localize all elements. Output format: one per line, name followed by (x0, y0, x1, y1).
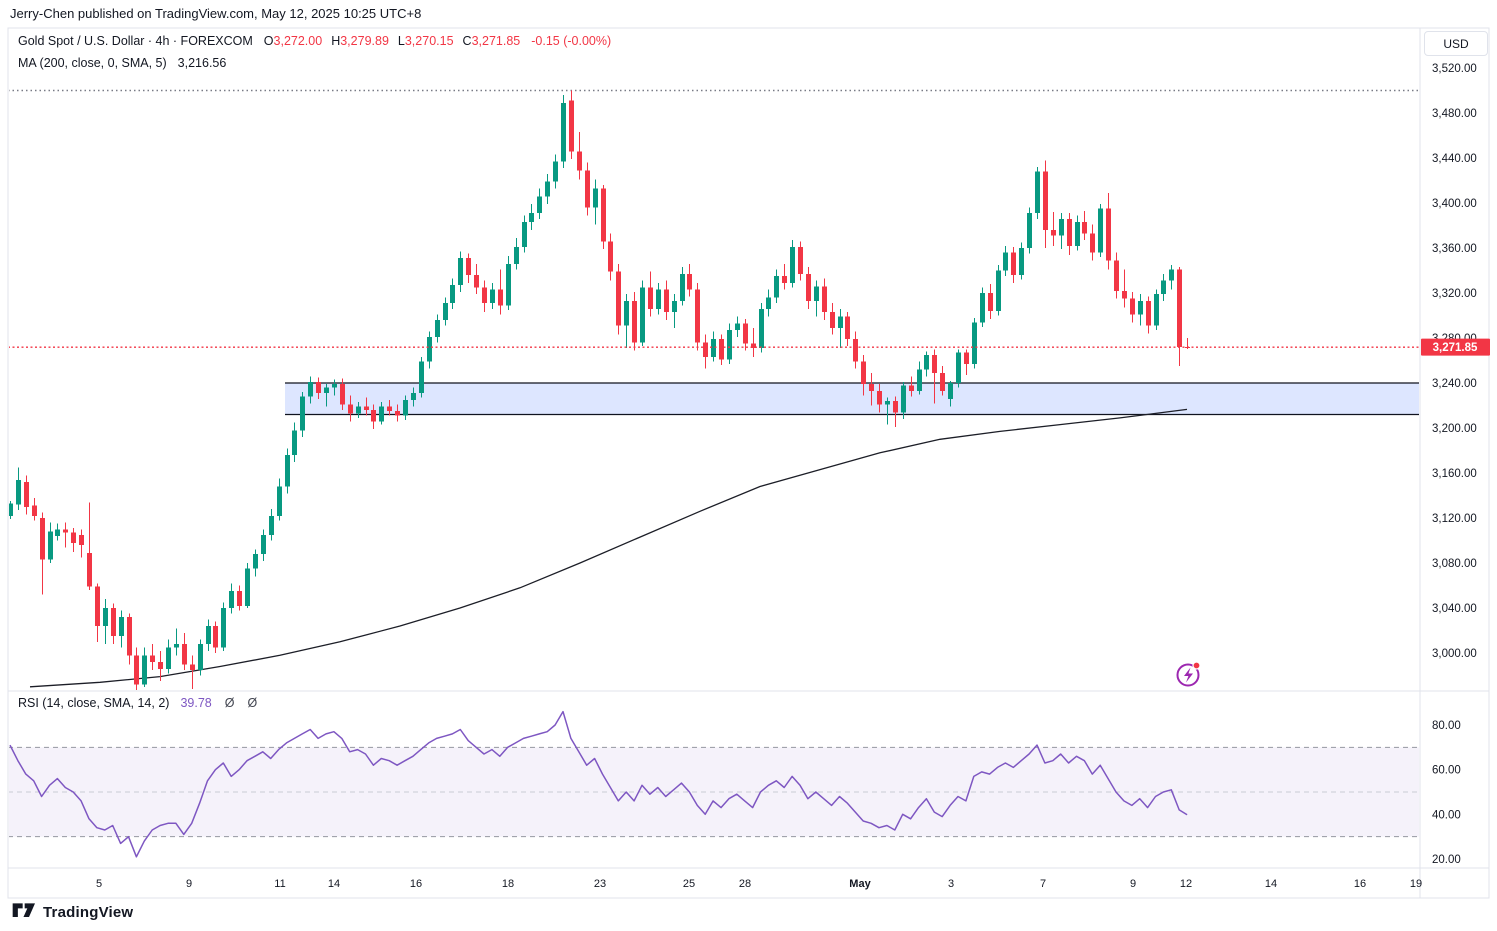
svg-text:3,271.85: 3,271.85 (1433, 342, 1478, 354)
rsi-label: RSI (14, close, SMA, 14, 2) (18, 696, 170, 710)
svg-text:3: 3 (948, 878, 954, 890)
ohlc-high: H3,279.89 (331, 34, 389, 48)
tradingview-brand-text[interactable]: TradingView (43, 903, 134, 921)
footer: TradingView (12, 902, 133, 922)
svg-text:28: 28 (739, 878, 751, 890)
published-line: Jerry-Chen published on TradingView.com,… (10, 6, 422, 21)
symbol-legend[interactable]: Gold Spot / U.S. Dollar · 4h · FOREXCOM … (18, 34, 611, 48)
svg-text:3,120.00: 3,120.00 (1432, 513, 1477, 525)
tradingview-logo-icon[interactable] (12, 902, 36, 922)
svg-text:16: 16 (410, 878, 422, 890)
svg-text:3,480.00: 3,480.00 (1432, 108, 1477, 120)
symbol-title: Gold Spot / U.S. Dollar · 4h · FOREXCOM (18, 34, 253, 48)
currency-badge: USD (1424, 31, 1488, 56)
svg-text:7: 7 (1040, 878, 1046, 890)
svg-text:3,240.00: 3,240.00 (1432, 378, 1477, 390)
svg-text:3,040.00: 3,040.00 (1432, 603, 1477, 615)
svg-text:3,200.00: 3,200.00 (1432, 423, 1477, 435)
ma-value: 3,216.56 (177, 56, 227, 70)
svg-text:12: 12 (1180, 878, 1192, 890)
svg-text:9: 9 (1130, 878, 1136, 890)
live-streaming-icon[interactable] (1176, 661, 1201, 687)
svg-text:11: 11 (274, 878, 285, 890)
svg-text:3,000.00: 3,000.00 (1432, 648, 1477, 660)
svg-text:16: 16 (1354, 878, 1366, 890)
svg-text:3,160.00: 3,160.00 (1432, 468, 1477, 480)
ohlc-close: C3,271.85 (462, 34, 521, 48)
svg-text:20.00: 20.00 (1432, 854, 1461, 866)
price-axis[interactable]: 3,520.00 3,480.00 3,440.00 3,400.00 3,360.00… (1421, 63, 1490, 866)
rsi-placeholder-1: Ø (224, 696, 235, 710)
time-axis[interactable]: 5 9 11 14 16 18 23 25 28 May 3 7 9 12 14 16 19 (96, 878, 1422, 890)
svg-text:25: 25 (683, 878, 695, 890)
svg-text:19: 19 (1410, 878, 1422, 890)
svg-text:40.00: 40.00 (1432, 809, 1461, 821)
svg-text:3,440.00: 3,440.00 (1432, 153, 1477, 165)
price-change: -0.15 (-0.00%) (531, 34, 612, 48)
ma-legend[interactable]: MA (200, close, 0, SMA, 5) 3,216.56 (18, 56, 226, 70)
rsi-placeholder-2: Ø (247, 696, 258, 710)
ma-label: MA (200, close, 0, SMA, 5) (18, 56, 167, 70)
svg-text:14: 14 (1265, 878, 1277, 890)
svg-text:3,080.00: 3,080.00 (1432, 558, 1477, 570)
svg-text:9: 9 (186, 878, 192, 890)
svg-text:23: 23 (594, 878, 606, 890)
svg-text:May: May (849, 878, 871, 890)
svg-text:60.00: 60.00 (1432, 765, 1461, 777)
ohlc-low: L3,270.15 (397, 34, 454, 48)
svg-text:80.00: 80.00 (1432, 720, 1461, 732)
svg-text:18: 18 (502, 878, 514, 890)
svg-text:3,320.00: 3,320.00 (1432, 288, 1477, 300)
svg-text:14: 14 (328, 878, 340, 890)
ohlc-open: O3,272.00 (263, 34, 323, 48)
svg-text:5: 5 (96, 878, 102, 890)
svg-text:3,360.00: 3,360.00 (1432, 243, 1477, 255)
svg-text:3,400.00: 3,400.00 (1432, 198, 1477, 210)
rsi-value: 39.78 (180, 696, 212, 710)
ohlc-values: O3,272.00 H3,279.89 L3,270.15 C3,271.85 … (264, 34, 611, 48)
svg-text:3,520.00: 3,520.00 (1432, 63, 1477, 75)
rsi-legend[interactable]: RSI (14, close, SMA, 14, 2) 39.78 Ø Ø (18, 696, 257, 710)
